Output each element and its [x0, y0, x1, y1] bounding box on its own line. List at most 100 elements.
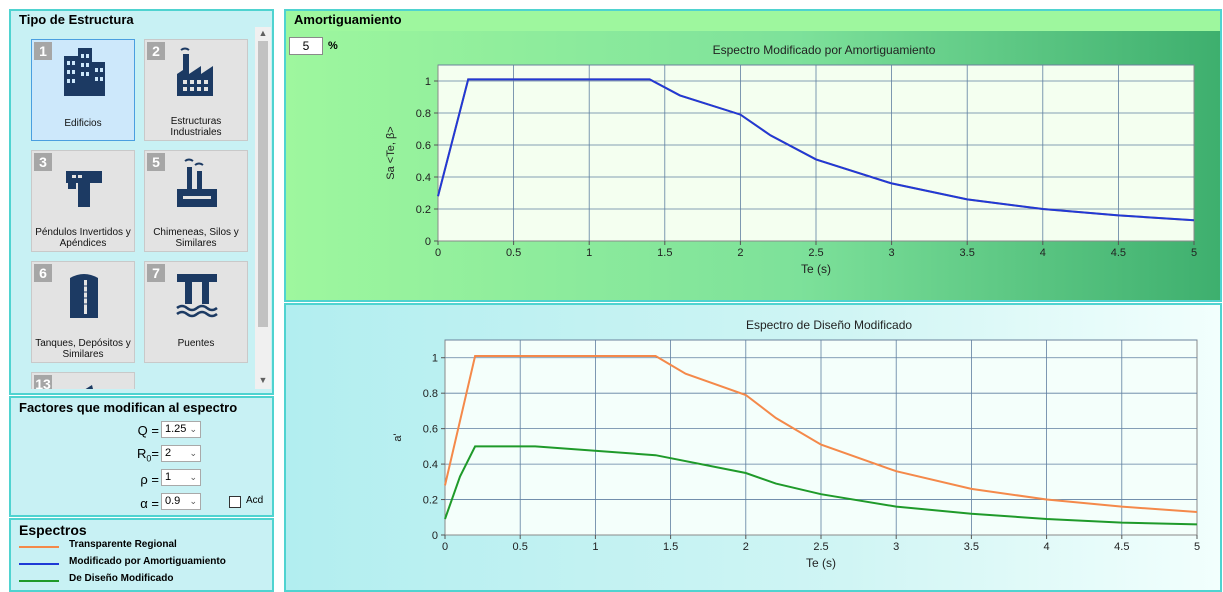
- chevron-down-icon: ⌄: [189, 472, 197, 482]
- x-tick-label: 0: [442, 541, 448, 553]
- damping-spectrum-chart: Espectro Modificado por Amortiguamiento 0…: [385, 43, 1197, 276]
- scroll-down-arrow[interactable]: ▼: [258, 375, 268, 385]
- y-tick-label: 0.6: [416, 140, 431, 152]
- q-select[interactable]: 1.25 ⌄: [161, 421, 201, 438]
- tile-label: Tanques, Depósitos y Similares: [35, 338, 131, 360]
- legend-swatch: [19, 563, 59, 565]
- tile-number: 2: [147, 42, 165, 60]
- x-tick-label: 4: [1040, 247, 1046, 259]
- x-tick-label: 5: [1194, 541, 1200, 553]
- y-tick-label: 1: [432, 353, 438, 365]
- x-tick-label: 5: [1191, 247, 1197, 259]
- legend-swatch: [19, 580, 59, 582]
- bridge-icon: [176, 274, 218, 318]
- x-tick-label: 1.5: [663, 541, 678, 553]
- tile-number: 7: [147, 264, 165, 282]
- r0-value: 2: [165, 447, 172, 459]
- damping-title: Amortiguamiento: [294, 12, 402, 27]
- tile-pendulos-invertidos[interactable]: 3 Péndulos Invertidos y Apéndices: [31, 150, 135, 252]
- tile-puentes[interactable]: 7 Puentes: [144, 261, 248, 363]
- tile-label: Estructuras Industriales: [170, 116, 222, 138]
- x-tick-label: 3.5: [960, 247, 975, 259]
- chevron-down-icon: ⌄: [189, 496, 197, 506]
- tile-13: 13: [31, 372, 135, 389]
- x-tick-label: 1: [586, 247, 592, 259]
- y-axis-label: Sa <Te, β>: [385, 126, 397, 179]
- q-label: Q =: [137, 423, 159, 438]
- tile-chimeneas-silos[interactable]: 5 Chimeneas, Silos y Similares: [144, 150, 248, 252]
- y-tick-label: 0.2: [416, 204, 431, 216]
- damping-input[interactable]: 5: [289, 37, 323, 55]
- y-tick-label: 0.8: [423, 388, 438, 400]
- buildings-icon: [64, 48, 105, 96]
- r0-select[interactable]: 2 ⌄: [161, 445, 201, 462]
- x-tick-label: 4.5: [1114, 541, 1129, 553]
- tile-tanques-depositos[interactable]: 6 Tanques, Depósitos y Similares: [31, 261, 135, 363]
- legend-swatch: [19, 546, 59, 548]
- x-tick-label: 4: [1044, 541, 1050, 553]
- tank-icon: [70, 274, 98, 318]
- y-tick-label: 0.6: [423, 424, 438, 436]
- legend-label: Modificado por Amortiguamiento: [69, 556, 226, 567]
- tile-label: Puentes: [177, 338, 215, 349]
- rho-select[interactable]: 1 ⌄: [161, 469, 201, 486]
- x-tick-label: 0.5: [506, 247, 521, 259]
- inverted-pendulum-icon: [66, 171, 102, 207]
- chart-title: Espectro de Diseño Modificado: [746, 318, 912, 332]
- tile-label: Chimeneas, Silos y Similares: [153, 227, 239, 249]
- alpha-select[interactable]: 0.9 ⌄: [161, 493, 201, 510]
- tile-estructuras-industriales[interactable]: 2 Estructuras Industriales: [144, 39, 248, 141]
- structure-scrollbar[interactable]: ▲ ▼: [255, 27, 271, 389]
- y-tick-label: 0: [425, 236, 431, 248]
- x-tick-label: 1.5: [657, 247, 672, 259]
- y-tick-label: 0.8: [416, 108, 431, 120]
- r0-letter: R: [137, 446, 147, 461]
- spectra-legend-panel: Espectros Transparente Regional Modifica…: [9, 518, 274, 592]
- chevron-down-icon: ⌄: [189, 424, 197, 434]
- scroll-thumb[interactable]: [258, 41, 268, 327]
- chimney-icon: [177, 158, 217, 207]
- tile-number: 3: [34, 153, 52, 171]
- tile-number: 13: [34, 375, 52, 389]
- alpha-value: 0.9: [165, 495, 181, 507]
- legend-label: Transparente Regional: [69, 539, 177, 550]
- r0-equals: =: [151, 446, 159, 461]
- series-line-1: [444, 445, 1198, 526]
- legend-label: De Diseño Modificado: [69, 573, 174, 584]
- q-value: 1.25: [165, 423, 187, 435]
- spectra-title: Espectros: [19, 522, 87, 538]
- x-tick-label: 0.5: [513, 541, 528, 553]
- x-tick-label: 4.5: [1111, 247, 1126, 259]
- structure-type-title: Tipo de Estructura: [19, 12, 134, 27]
- series-line-0: [444, 355, 1198, 513]
- partial-tile-icon: [85, 385, 93, 389]
- chart-title: Espectro Modificado por Amortiguamiento: [713, 43, 936, 57]
- x-tick-label: 0: [435, 247, 441, 259]
- y-tick-label: 0.4: [416, 172, 431, 184]
- y-tick-label: 0.4: [423, 459, 438, 471]
- y-axis-label: a': [392, 433, 404, 441]
- series-line-1: [437, 78, 1195, 222]
- alpha-label: α =: [140, 496, 159, 511]
- tile-label: Péndulos Invertidos y Apéndices: [35, 227, 131, 249]
- tile-edificios[interactable]: 1 Edificios: [31, 39, 135, 141]
- tile-number: 5: [147, 153, 165, 171]
- structure-type-panel: Tipo de Estructura 1 Edificios 2: [9, 9, 274, 395]
- x-tick-label: 1: [592, 541, 598, 553]
- acd-label: Acd: [246, 495, 264, 506]
- x-tick-label: 3.5: [964, 541, 979, 553]
- r0-label: R0=: [119, 446, 159, 464]
- tile-number: 1: [34, 42, 52, 60]
- x-tick-label: 3: [889, 247, 895, 259]
- factors-title: Factores que modifican al espectro: [19, 400, 238, 415]
- chevron-down-icon: ⌄: [189, 448, 197, 458]
- y-tick-label: 1: [425, 76, 431, 88]
- x-axis-label: Te (s): [801, 262, 831, 276]
- factors-panel: Factores que modifican al espectro Q = 1…: [9, 396, 274, 517]
- acd-checkbox[interactable]: [229, 496, 241, 508]
- x-tick-label: 2.5: [808, 247, 823, 259]
- x-tick-label: 2: [743, 541, 749, 553]
- tile-number: 6: [34, 264, 52, 282]
- tile-13-partial[interactable]: 13: [31, 372, 135, 389]
- scroll-up-arrow[interactable]: ▲: [258, 28, 268, 38]
